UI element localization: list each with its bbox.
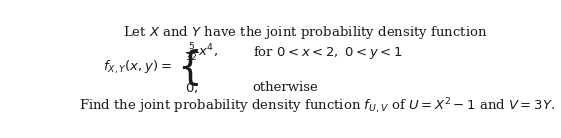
Text: Find the joint probability density function $f_{U,V}$ of $U = X^2 - 1$ and $V = : Find the joint probability density funct… bbox=[79, 97, 555, 116]
Text: Let $X$ and $Y$ have the joint probability density function: Let $X$ and $Y$ have the joint probabili… bbox=[123, 24, 487, 41]
Text: $\frac{5}{32}x^4,$: $\frac{5}{32}x^4,$ bbox=[185, 42, 218, 64]
Text: for $0 < x < 2,\ 0 < y < 1$: for $0 < x < 2,\ 0 < y < 1$ bbox=[252, 44, 403, 61]
Text: $0,$: $0,$ bbox=[185, 81, 199, 95]
Text: $\{$: $\{$ bbox=[177, 47, 199, 88]
Text: otherwise: otherwise bbox=[252, 81, 319, 94]
Text: $f_{X,Y}(x, y) = $: $f_{X,Y}(x, y) = $ bbox=[103, 59, 172, 76]
